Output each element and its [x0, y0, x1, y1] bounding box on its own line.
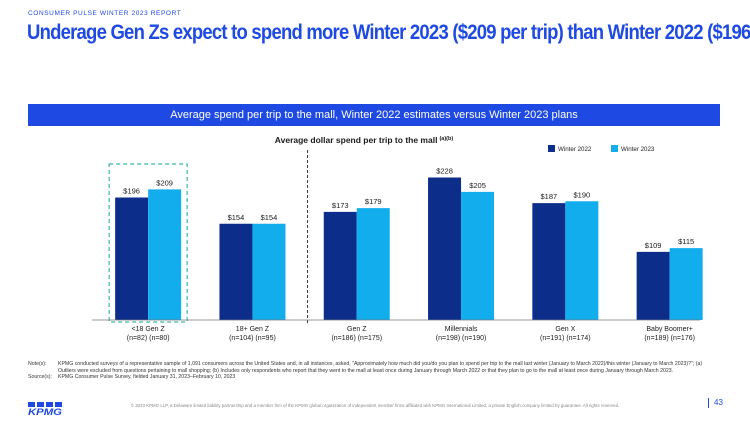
category-label: Gen X	[555, 326, 575, 333]
bar-winter-2023	[356, 208, 390, 320]
category-sample-label: (n=198) (n=190)	[436, 335, 487, 342]
data-label: $154	[228, 213, 245, 222]
bar-winter-2023	[252, 223, 286, 320]
source-text: KPMG Consumer Pulse Survey, fielded Janu…	[58, 374, 236, 381]
category-labels: <18 Gen Z (n=82) (n=80) 18+ Gen Z (n=104) (…	[127, 326, 695, 342]
logo-box-1	[28, 402, 35, 407]
copyright: © 2023 KPMG LLP, a Delaware limited liab…	[130, 403, 620, 408]
bar-winter-2022	[532, 203, 566, 320]
highlight-box	[108, 163, 188, 323]
chart-svg: Average dollar spend per trip to the mal…	[92, 135, 703, 342]
note-key: Note(s):	[28, 361, 47, 367]
value-labels: $196 $209 $154 $154 $173 $179 $228 $205 $187 $190…	[123, 167, 694, 250]
category-sample-label: (n=191) (n=174)	[540, 335, 591, 342]
category-label: <18 Gen Z	[132, 326, 166, 333]
legend-label: Winter 2023	[621, 146, 655, 153]
logo-text: KPMG	[28, 407, 62, 416]
bar-winter-2022	[636, 251, 670, 320]
report-label: CONSUMER PULSE WINTER 2023 REPORT	[28, 10, 182, 17]
data-label: $154	[261, 213, 278, 222]
legend-swatch-winter-2023	[611, 145, 618, 152]
highlight-rect	[108, 163, 188, 323]
legend: Winter 2022 Winter 2023	[548, 145, 655, 153]
data-label: $115	[678, 237, 694, 246]
data-label: $187	[541, 192, 558, 201]
chart-banner: Average spend per trip to the mall, Wint…	[28, 104, 720, 126]
bar-chart: Average dollar spend per trip to the mal…	[28, 126, 720, 346]
category-sample-label: (n=82) (n=80)	[127, 335, 170, 342]
category-sample-label: (n=189) (n=176)	[644, 335, 695, 342]
bars	[115, 177, 703, 320]
bar-winter-2022	[219, 223, 253, 320]
data-label: $179	[365, 197, 382, 206]
chart-title: Average dollar spend per trip to the mal…	[275, 135, 454, 145]
data-label: $205	[469, 181, 486, 190]
notes: Note(s): KPMG conducted surveys of a rep…	[28, 361, 720, 381]
category-sample-label: (n=186) (n=175)	[331, 335, 382, 342]
kpmg-logo: KPMG	[28, 402, 62, 421]
bar-winter-2022	[428, 177, 462, 320]
bar-winter-2022	[323, 211, 357, 320]
category-label: Millennials	[445, 326, 478, 333]
data-label: $228	[436, 167, 453, 176]
note-text: KPMG conducted surveys of a representati…	[58, 361, 703, 374]
data-label: $190	[574, 190, 591, 199]
logo-box-3	[46, 402, 53, 407]
page-number: 43	[708, 398, 723, 408]
legend-swatch-winter-2022	[548, 145, 555, 152]
chart-title-text: Average dollar spend per trip to the mal…	[275, 135, 438, 145]
data-label: $209	[156, 178, 173, 187]
data-label: $196	[123, 187, 140, 196]
data-label: $109	[645, 241, 662, 250]
logo-box-4	[55, 402, 62, 407]
source-key: Source(s):	[28, 374, 52, 381]
data-label: $173	[332, 201, 349, 210]
bar-winter-2023	[461, 191, 495, 320]
logo-box-2	[37, 402, 44, 407]
page-title: Underage Gen Zs expect to spend more Win…	[27, 20, 750, 44]
category-label: Gen Z	[347, 326, 367, 333]
bar-winter-2023	[565, 201, 599, 320]
category-label: Baby Boomer+	[646, 326, 693, 333]
legend-label: Winter 2022	[558, 146, 592, 153]
category-label: 18+ Gen Z	[236, 326, 270, 333]
bar-winter-2022	[115, 197, 149, 320]
category-sample-label: (n=104) (n=95)	[229, 335, 276, 342]
chart-title-superscript: (a)(b)	[439, 136, 453, 142]
bar-winter-2023	[148, 189, 182, 320]
bar-winter-2023	[669, 248, 703, 320]
